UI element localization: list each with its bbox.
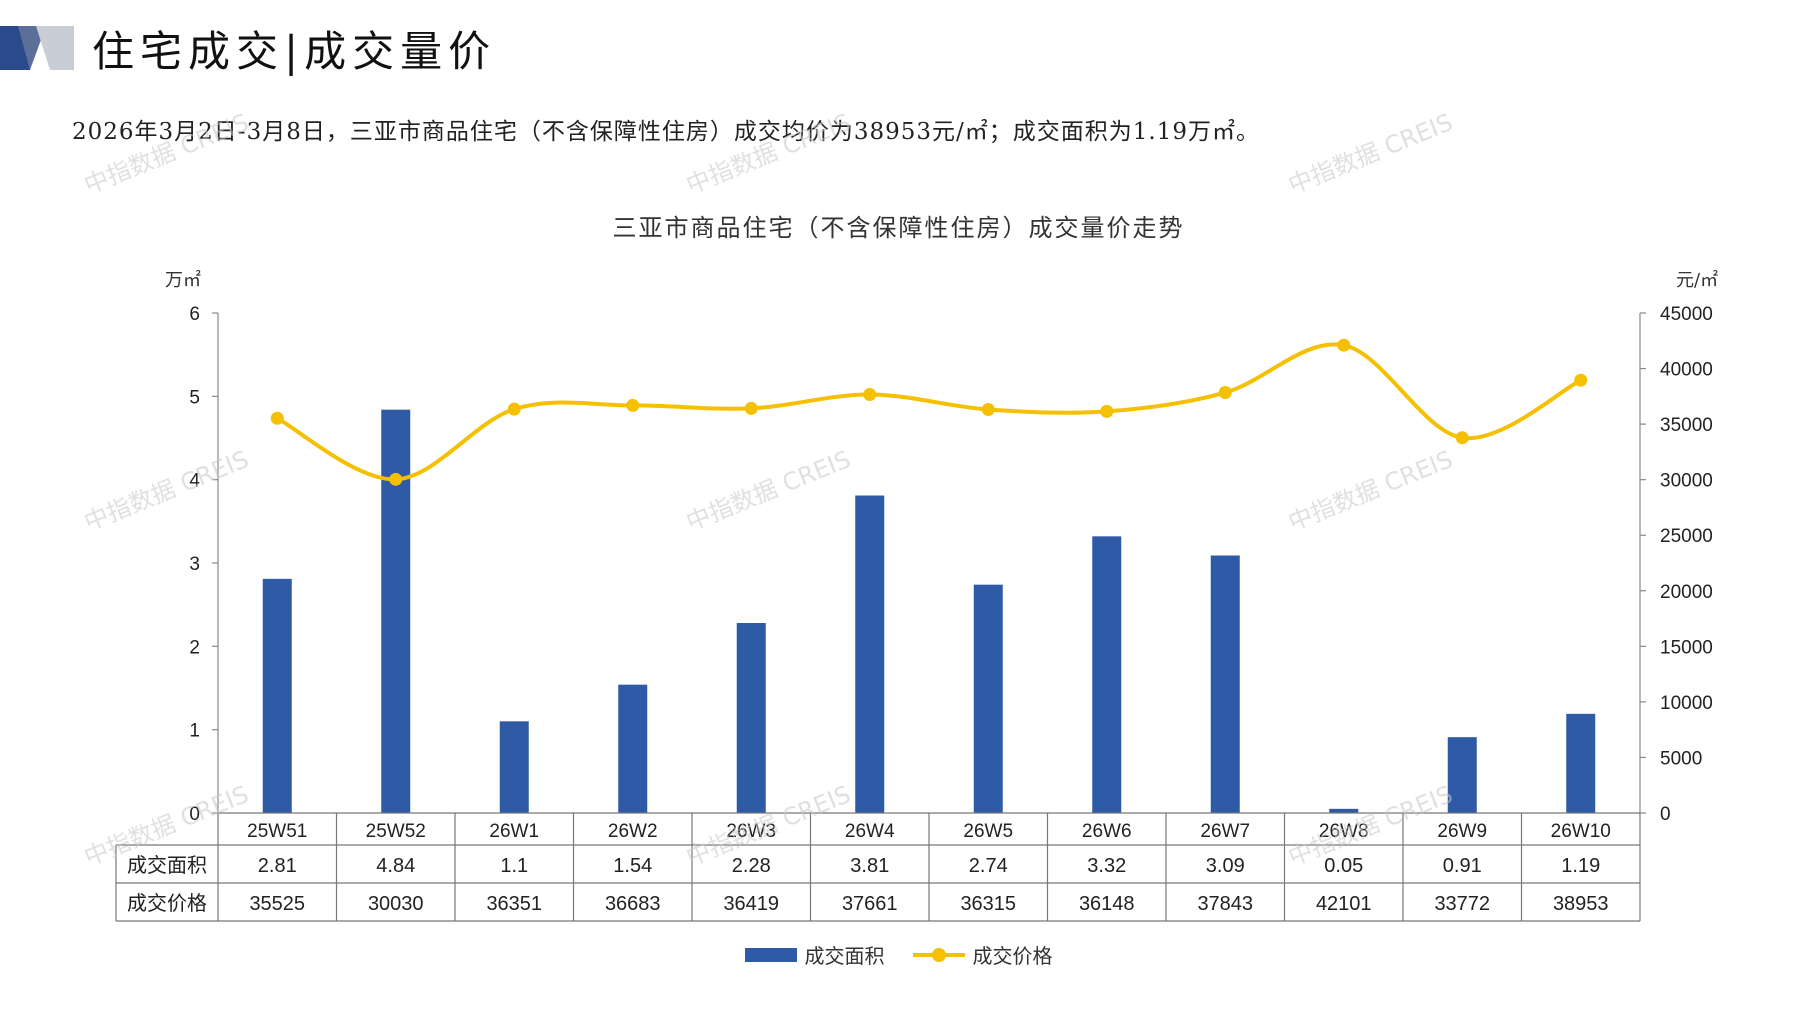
price-point-26W3 xyxy=(744,401,758,415)
legend-bar-swatch xyxy=(744,947,797,962)
x-tick-label: 26W5 xyxy=(963,821,1013,842)
left-tick-label: 5 xyxy=(189,387,200,408)
table-cell-price: 30030 xyxy=(368,893,424,915)
bar-area-26W7 xyxy=(1210,555,1240,813)
left-tick-label: 6 xyxy=(189,304,200,325)
table-cell-area: 2.28 xyxy=(732,855,771,877)
table-cell-area: 1.54 xyxy=(613,855,652,877)
table-row-label-area: 成交面积 xyxy=(127,853,207,877)
page-title: 住宅成交|成交量价 xyxy=(92,27,497,76)
right-tick-label: 10000 xyxy=(1660,693,1713,714)
table-cell-price: 42101 xyxy=(1316,893,1372,915)
table-row-label-price: 成交价格 xyxy=(127,891,207,915)
x-tick-label: 26W3 xyxy=(726,821,776,842)
price-point-25W52 xyxy=(389,472,403,486)
table-cell-area: 3.09 xyxy=(1206,855,1245,877)
bar-area-26W10 xyxy=(1566,713,1596,813)
table-cell-area: 3.81 xyxy=(850,855,889,877)
table-cell-area: 1.1 xyxy=(500,855,528,877)
brand-logo xyxy=(0,26,74,70)
summary-text: 2026年3月2日-3月8日，三亚市商品住宅（不含保障性住房）成交均价为3895… xyxy=(72,119,1260,145)
right-tick-label: 25000 xyxy=(1660,526,1713,547)
right-tick-label: 20000 xyxy=(1660,582,1713,603)
right-tick-label: 45000 xyxy=(1660,304,1713,325)
price-point-26W4 xyxy=(863,388,877,402)
x-tick-label: 26W7 xyxy=(1200,821,1250,842)
x-tick-label: 26W1 xyxy=(489,821,539,842)
legend-label-area: 成交面积 xyxy=(804,944,885,968)
right-tick-label: 30000 xyxy=(1660,471,1713,492)
price-line xyxy=(276,342,1582,482)
left-tick-label: 0 xyxy=(189,804,200,825)
bar-area-26W4 xyxy=(855,495,885,813)
price-point-25W51 xyxy=(270,411,284,425)
price-point-26W8 xyxy=(1337,338,1351,352)
x-tick-label: 26W10 xyxy=(1551,821,1611,842)
right-tick-label: 40000 xyxy=(1660,360,1713,381)
table-cell-price: 36351 xyxy=(486,893,542,915)
bar-area-25W51 xyxy=(262,578,292,813)
legend-label-price: 成交价格 xyxy=(972,944,1053,968)
table-cell-area: 1.19 xyxy=(1561,855,1600,877)
table-cell-price: 36315 xyxy=(960,893,1016,915)
bar-area-26W6 xyxy=(1092,536,1122,813)
left-tick-label: 1 xyxy=(189,721,200,742)
table-cell-area: 0.05 xyxy=(1324,855,1363,877)
table-cell-area: 0.91 xyxy=(1443,855,1482,877)
price-point-26W10 xyxy=(1574,373,1588,387)
left-tick-label: 2 xyxy=(189,637,200,658)
legend-item-price: 成交价格 xyxy=(912,940,1053,969)
legend-item-area: 成交面积 xyxy=(744,940,885,969)
x-tick-label: 26W8 xyxy=(1319,821,1369,842)
price-point-26W7 xyxy=(1218,386,1232,400)
left-tick-label: 3 xyxy=(189,554,200,575)
legend-line-swatch xyxy=(912,947,965,962)
bar-area-26W1 xyxy=(499,721,529,813)
table-cell-price: 36683 xyxy=(605,893,661,915)
price-point-26W1 xyxy=(507,402,521,416)
price-point-26W5 xyxy=(981,403,995,416)
right-tick-label: 5000 xyxy=(1660,748,1702,769)
table-cell-area: 2.74 xyxy=(969,855,1008,877)
table-cell-price: 38953 xyxy=(1553,893,1609,915)
bar-area-26W9 xyxy=(1447,737,1477,813)
left-tick-label: 4 xyxy=(189,471,200,492)
x-tick-label: 26W2 xyxy=(608,821,658,842)
bar-area-25W52 xyxy=(381,409,411,813)
bar-area-26W8 xyxy=(1329,808,1359,813)
table-cell-price: 33772 xyxy=(1434,893,1490,915)
right-tick-label: 35000 xyxy=(1660,415,1713,436)
bar-area-26W3 xyxy=(736,623,766,813)
x-tick-label: 26W6 xyxy=(1082,821,1132,842)
x-tick-label: 26W4 xyxy=(845,821,895,842)
bar-area-26W5 xyxy=(973,584,1003,813)
price-point-26W6 xyxy=(1100,404,1114,418)
table-cell-area: 3.32 xyxy=(1087,855,1126,877)
left-axis-unit: 万㎡ xyxy=(165,270,201,291)
x-tick-label: 25W52 xyxy=(366,821,426,842)
table-cell-price: 37843 xyxy=(1197,893,1253,915)
x-tick-label: 26W9 xyxy=(1437,821,1487,842)
table-cell-price: 37661 xyxy=(842,893,898,915)
table-cell-price: 35525 xyxy=(249,893,305,915)
chart-legend: 成交面积 成交价格 xyxy=(0,940,1797,969)
table-cell-area: 2.81 xyxy=(258,855,297,877)
right-tick-label: 0 xyxy=(1660,804,1671,825)
right-tick-label: 15000 xyxy=(1660,637,1713,658)
table-cell-price: 36419 xyxy=(723,893,779,915)
table-cell-price: 36148 xyxy=(1079,893,1135,915)
bar-area-26W2 xyxy=(618,684,648,813)
chart-title: 三亚市商品住宅（不含保障性住房）成交量价走势 xyxy=(612,214,1185,242)
x-tick-label: 25W51 xyxy=(247,821,307,842)
price-point-26W9 xyxy=(1455,431,1469,445)
price-point-26W2 xyxy=(626,398,640,412)
right-axis-unit: 元/㎡ xyxy=(1676,270,1719,291)
table-cell-area: 4.84 xyxy=(376,855,415,877)
